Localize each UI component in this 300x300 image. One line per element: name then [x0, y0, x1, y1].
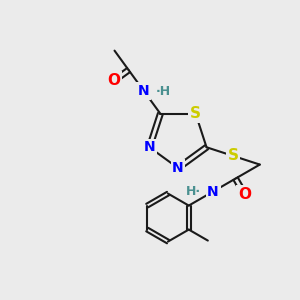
Text: N: N [144, 140, 155, 154]
Text: S: S [228, 148, 239, 164]
Text: O: O [108, 73, 121, 88]
Text: N: N [172, 161, 184, 175]
Text: ·H: ·H [156, 85, 171, 98]
Text: N: N [138, 84, 150, 98]
Text: N: N [207, 184, 219, 199]
Text: S: S [190, 106, 201, 121]
Text: H·: H· [186, 185, 201, 198]
Text: O: O [238, 187, 251, 202]
